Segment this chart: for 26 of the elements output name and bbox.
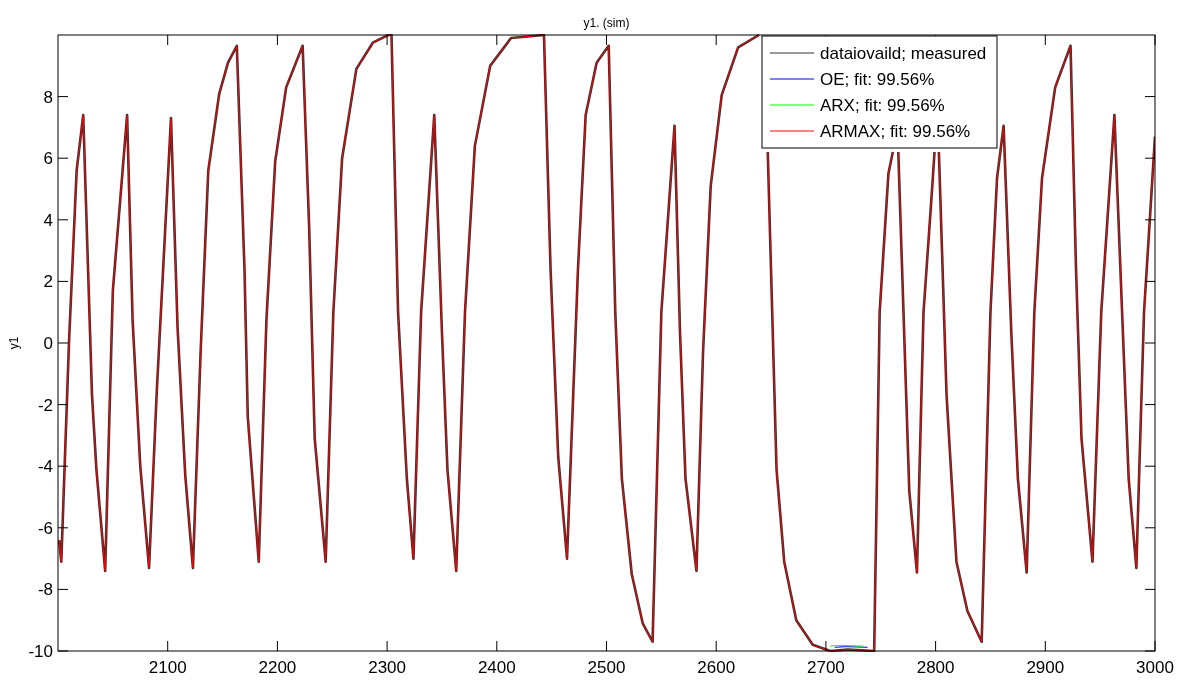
- y-tick-label: -2: [37, 395, 53, 415]
- x-tick-label: 2800: [916, 658, 955, 677]
- x-tick-label: 2900: [1026, 658, 1065, 677]
- x-tick-label: 3000: [1136, 658, 1174, 677]
- y-tick-label: 6: [43, 149, 53, 169]
- y-tick-label: 4: [43, 210, 53, 230]
- y-tick-label: -10: [28, 642, 53, 661]
- y-tick-label: 2: [43, 272, 53, 292]
- y-tick-label: 0: [43, 334, 53, 353]
- x-tick-label: 2300: [368, 658, 407, 677]
- x-tick-label: 2500: [587, 658, 626, 677]
- y-axis-title: y1: [7, 336, 21, 350]
- y-tick-label: -6: [37, 518, 53, 538]
- y-tick-label: -4: [37, 457, 53, 477]
- x-tick-label: 2700: [806, 658, 845, 677]
- chart-title: y1. (sim): [583, 16, 630, 30]
- legend-label: dataiovaild; measured: [820, 44, 987, 63]
- x-tick-label: 2600: [697, 658, 736, 677]
- y-tick-label: -8: [37, 580, 53, 600]
- y-tick-label: 8: [43, 87, 53, 107]
- x-tick-label: 2200: [258, 658, 297, 677]
- legend-label: ARX; fit: 99.56%: [820, 96, 945, 115]
- legend-label: ARMAX; fit: 99.56%: [820, 122, 971, 141]
- x-tick-label: 2400: [477, 658, 516, 677]
- x-tick-label: 2100: [148, 658, 187, 677]
- legend-label: OE; fit: 99.56%: [820, 70, 935, 89]
